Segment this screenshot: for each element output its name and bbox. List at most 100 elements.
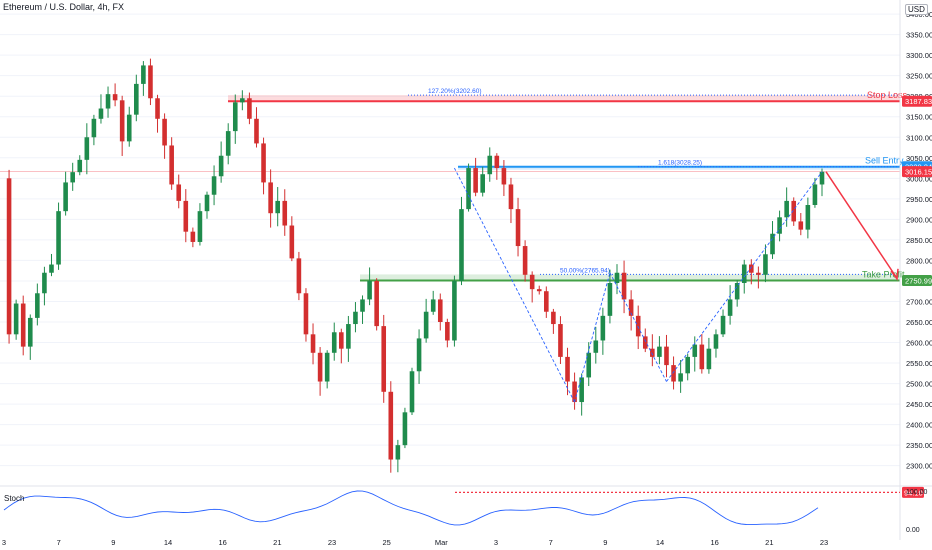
candle-body xyxy=(204,194,210,212)
candle xyxy=(437,293,443,331)
level-tag: 3187.83 xyxy=(905,97,932,106)
pattern-leg xyxy=(666,171,823,382)
candle xyxy=(240,90,245,111)
candle xyxy=(699,334,705,374)
candle xyxy=(791,197,797,226)
y-tick-label: 2450.00 xyxy=(906,400,932,409)
candle xyxy=(593,326,599,364)
candle xyxy=(141,61,146,96)
candle xyxy=(819,168,825,197)
candle-body xyxy=(600,315,606,341)
candle-body xyxy=(536,289,542,292)
candle xyxy=(317,347,323,396)
y-tick-label: 3000.00 xyxy=(906,174,932,183)
candle xyxy=(487,147,493,182)
candle-body xyxy=(642,336,648,349)
candle-body xyxy=(692,344,698,357)
candle xyxy=(650,334,655,367)
candle xyxy=(112,83,118,107)
x-tick-label: 23 xyxy=(328,538,336,547)
x-tick-label: 7 xyxy=(549,538,553,547)
candle xyxy=(247,92,252,125)
candle xyxy=(56,202,61,270)
candle xyxy=(225,123,231,165)
candle-body xyxy=(105,94,111,109)
candle-body xyxy=(339,332,344,349)
candle xyxy=(430,290,436,315)
candle xyxy=(692,336,698,372)
candle xyxy=(388,381,394,473)
candle-body xyxy=(388,391,394,460)
candle xyxy=(232,94,238,144)
candle-body xyxy=(162,118,167,146)
candle-body xyxy=(459,209,464,281)
currency-badge[interactable]: USD xyxy=(905,4,928,15)
candle-body xyxy=(678,373,683,382)
candle xyxy=(254,107,259,148)
level-label: Sell Entry xyxy=(865,156,904,166)
candle xyxy=(423,298,429,343)
y-tick-label: 3100.00 xyxy=(906,133,932,142)
stoch-line xyxy=(3,490,819,526)
candle xyxy=(289,216,295,262)
candle-body xyxy=(713,334,719,349)
candle-body xyxy=(572,381,577,403)
candle xyxy=(105,86,111,118)
candle xyxy=(6,169,12,344)
candle xyxy=(148,58,153,106)
candle xyxy=(84,123,90,175)
y-tick-label: 3250.00 xyxy=(906,72,932,81)
candle-body xyxy=(593,340,599,353)
y-tick-label: 2850.00 xyxy=(906,236,932,245)
candle xyxy=(600,307,606,355)
x-tick-label: 9 xyxy=(603,538,607,547)
candle-body xyxy=(374,280,379,327)
candle xyxy=(657,336,662,365)
candle xyxy=(777,210,782,242)
candle-body xyxy=(607,283,613,316)
pattern-leg xyxy=(574,272,611,403)
candle-body xyxy=(35,293,40,318)
price-axis[interactable]: 3400.003350.003300.003250.003200.003150.… xyxy=(899,0,932,540)
candle xyxy=(416,329,422,384)
candle xyxy=(367,267,372,306)
candle xyxy=(713,329,719,358)
candle-body xyxy=(353,311,358,325)
projection-arrowhead xyxy=(890,268,899,281)
candle xyxy=(812,177,818,208)
candle-body xyxy=(777,217,782,234)
candle-body xyxy=(225,131,231,156)
x-tick-label: 3 xyxy=(2,538,6,547)
candle-body xyxy=(70,172,75,183)
x-tick-label: 23 xyxy=(820,538,828,547)
candle xyxy=(706,337,712,374)
level-zone xyxy=(458,166,900,170)
candle-body xyxy=(77,159,83,173)
candle xyxy=(508,177,514,224)
candle-body xyxy=(430,299,436,312)
candle-body xyxy=(56,211,61,265)
candle-body xyxy=(734,283,740,300)
candle-body xyxy=(494,155,500,169)
pattern-overlay xyxy=(454,167,899,403)
candle-body xyxy=(416,338,422,372)
candle-body xyxy=(437,299,443,322)
level-tag: 2750.99 xyxy=(905,277,932,286)
candle-body xyxy=(190,231,196,242)
candle xyxy=(155,94,160,133)
grid-lines xyxy=(0,13,932,487)
candle xyxy=(501,160,507,197)
candle-body xyxy=(91,118,97,138)
candle-body xyxy=(480,174,485,193)
candle xyxy=(27,314,33,360)
candle xyxy=(381,314,387,403)
candle xyxy=(494,153,500,180)
pattern-leg xyxy=(609,272,667,382)
time-axis[interactable]: 3 7 9 14 16 21 23 25 Mar 3 7 9 14 16 21 23 xyxy=(2,538,828,547)
candle-body xyxy=(466,168,471,210)
x-tick-label: 14 xyxy=(656,538,664,547)
candle-body xyxy=(664,346,669,366)
candle xyxy=(134,74,139,122)
candle-body xyxy=(756,272,761,275)
